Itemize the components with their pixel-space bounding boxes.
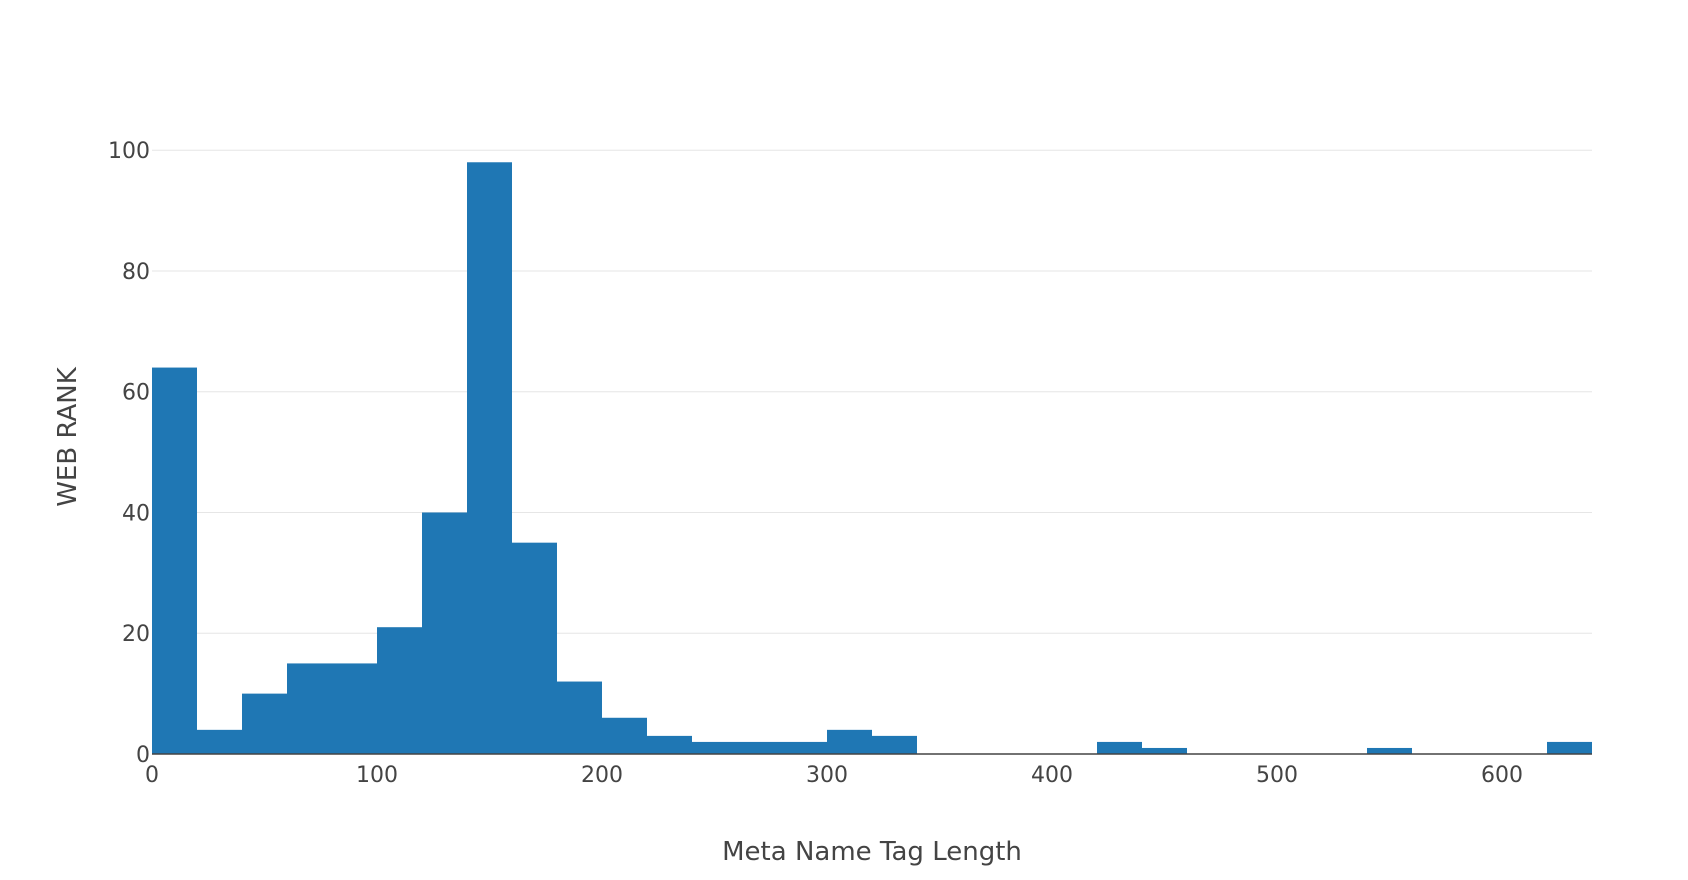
y-axis-title: WEB RANK xyxy=(53,366,83,506)
x-tick-label: 200 xyxy=(581,763,623,788)
x-axis-title: Meta Name Tag Length xyxy=(722,837,1022,867)
x-tick-label: 100 xyxy=(356,763,398,788)
histogram-bar xyxy=(332,663,377,754)
histogram-bar xyxy=(737,741,782,754)
y-axis-ticks: 0 20 40 60 80 100 xyxy=(108,139,150,768)
histogram-bar xyxy=(377,627,422,754)
histogram-bar xyxy=(242,693,287,754)
histogram-bar xyxy=(782,741,827,754)
histogram-bar xyxy=(872,735,917,754)
histogram-bar xyxy=(692,741,737,754)
x-tick-label: 300 xyxy=(806,763,848,788)
histogram-bar xyxy=(467,162,512,754)
histogram-bar xyxy=(1547,741,1592,754)
x-tick-label: 400 xyxy=(1031,763,1073,788)
x-axis-ticks: 0 100 200 300 400 500 600 xyxy=(145,763,1523,788)
y-tick-label: 80 xyxy=(122,260,150,285)
y-tick-label: 60 xyxy=(122,381,150,406)
x-tick-label: 600 xyxy=(1481,763,1523,788)
histogram-bar xyxy=(1097,741,1142,754)
histogram-bar xyxy=(197,729,242,754)
y-tick-label: 100 xyxy=(108,139,150,164)
histogram-bar xyxy=(512,542,557,754)
histogram-bar xyxy=(422,512,467,754)
x-tick-label: 500 xyxy=(1256,763,1298,788)
gridlines xyxy=(152,149,1592,634)
histogram-bar xyxy=(287,663,332,754)
x-tick-label: 0 xyxy=(145,763,159,788)
histogram-bars xyxy=(152,162,1592,754)
y-tick-label: 0 xyxy=(136,743,150,768)
y-tick-label: 20 xyxy=(122,622,150,647)
histogram-bar xyxy=(647,735,692,754)
histogram-bar xyxy=(602,717,647,754)
histogram-bar xyxy=(152,367,197,754)
y-tick-label: 40 xyxy=(122,501,150,526)
histogram-bar xyxy=(1367,747,1412,754)
histogram-bar xyxy=(1142,747,1187,754)
histogram-bar xyxy=(557,681,602,754)
histogram-bar xyxy=(827,729,872,754)
